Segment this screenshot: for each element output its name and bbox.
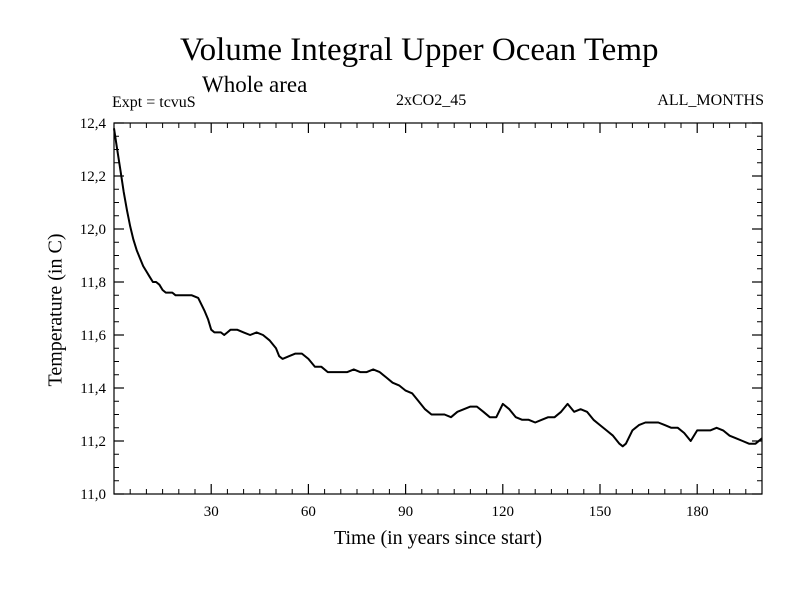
x-tick-label: 60 <box>301 504 316 520</box>
chart-subtitle: Whole area <box>202 72 308 97</box>
y-tick-label: 11,8 <box>80 275 106 291</box>
chart-title: Volume Integral Upper Ocean Temp <box>180 32 659 68</box>
run-label: 2xCO2_45 <box>396 92 467 109</box>
x-tick-label: 180 <box>686 504 709 520</box>
x-tick-label: 150 <box>589 504 612 520</box>
x-axis-label: Time (in years since start) <box>333 527 543 549</box>
y-tick-label: 11,0 <box>80 487 106 503</box>
x-tick-label: 120 <box>492 504 515 520</box>
x-tick-label: 30 <box>204 504 219 520</box>
y-tick-label: 11,4 <box>80 381 106 397</box>
series-line <box>113 128 763 448</box>
x-tick-label: 90 <box>398 504 413 520</box>
plot-frame <box>113 122 763 495</box>
y-tick-label: 12,0 <box>80 222 106 238</box>
y-tick-label: 11,6 <box>80 328 106 344</box>
y-tick-label: 12,4 <box>80 116 107 132</box>
y-tick-label: 12,2 <box>80 169 106 185</box>
experiment-label: Expt = tcvuS <box>112 94 196 111</box>
period-label: ALL_MONTHS <box>657 92 764 109</box>
y-tick-label: 11,2 <box>80 434 106 450</box>
